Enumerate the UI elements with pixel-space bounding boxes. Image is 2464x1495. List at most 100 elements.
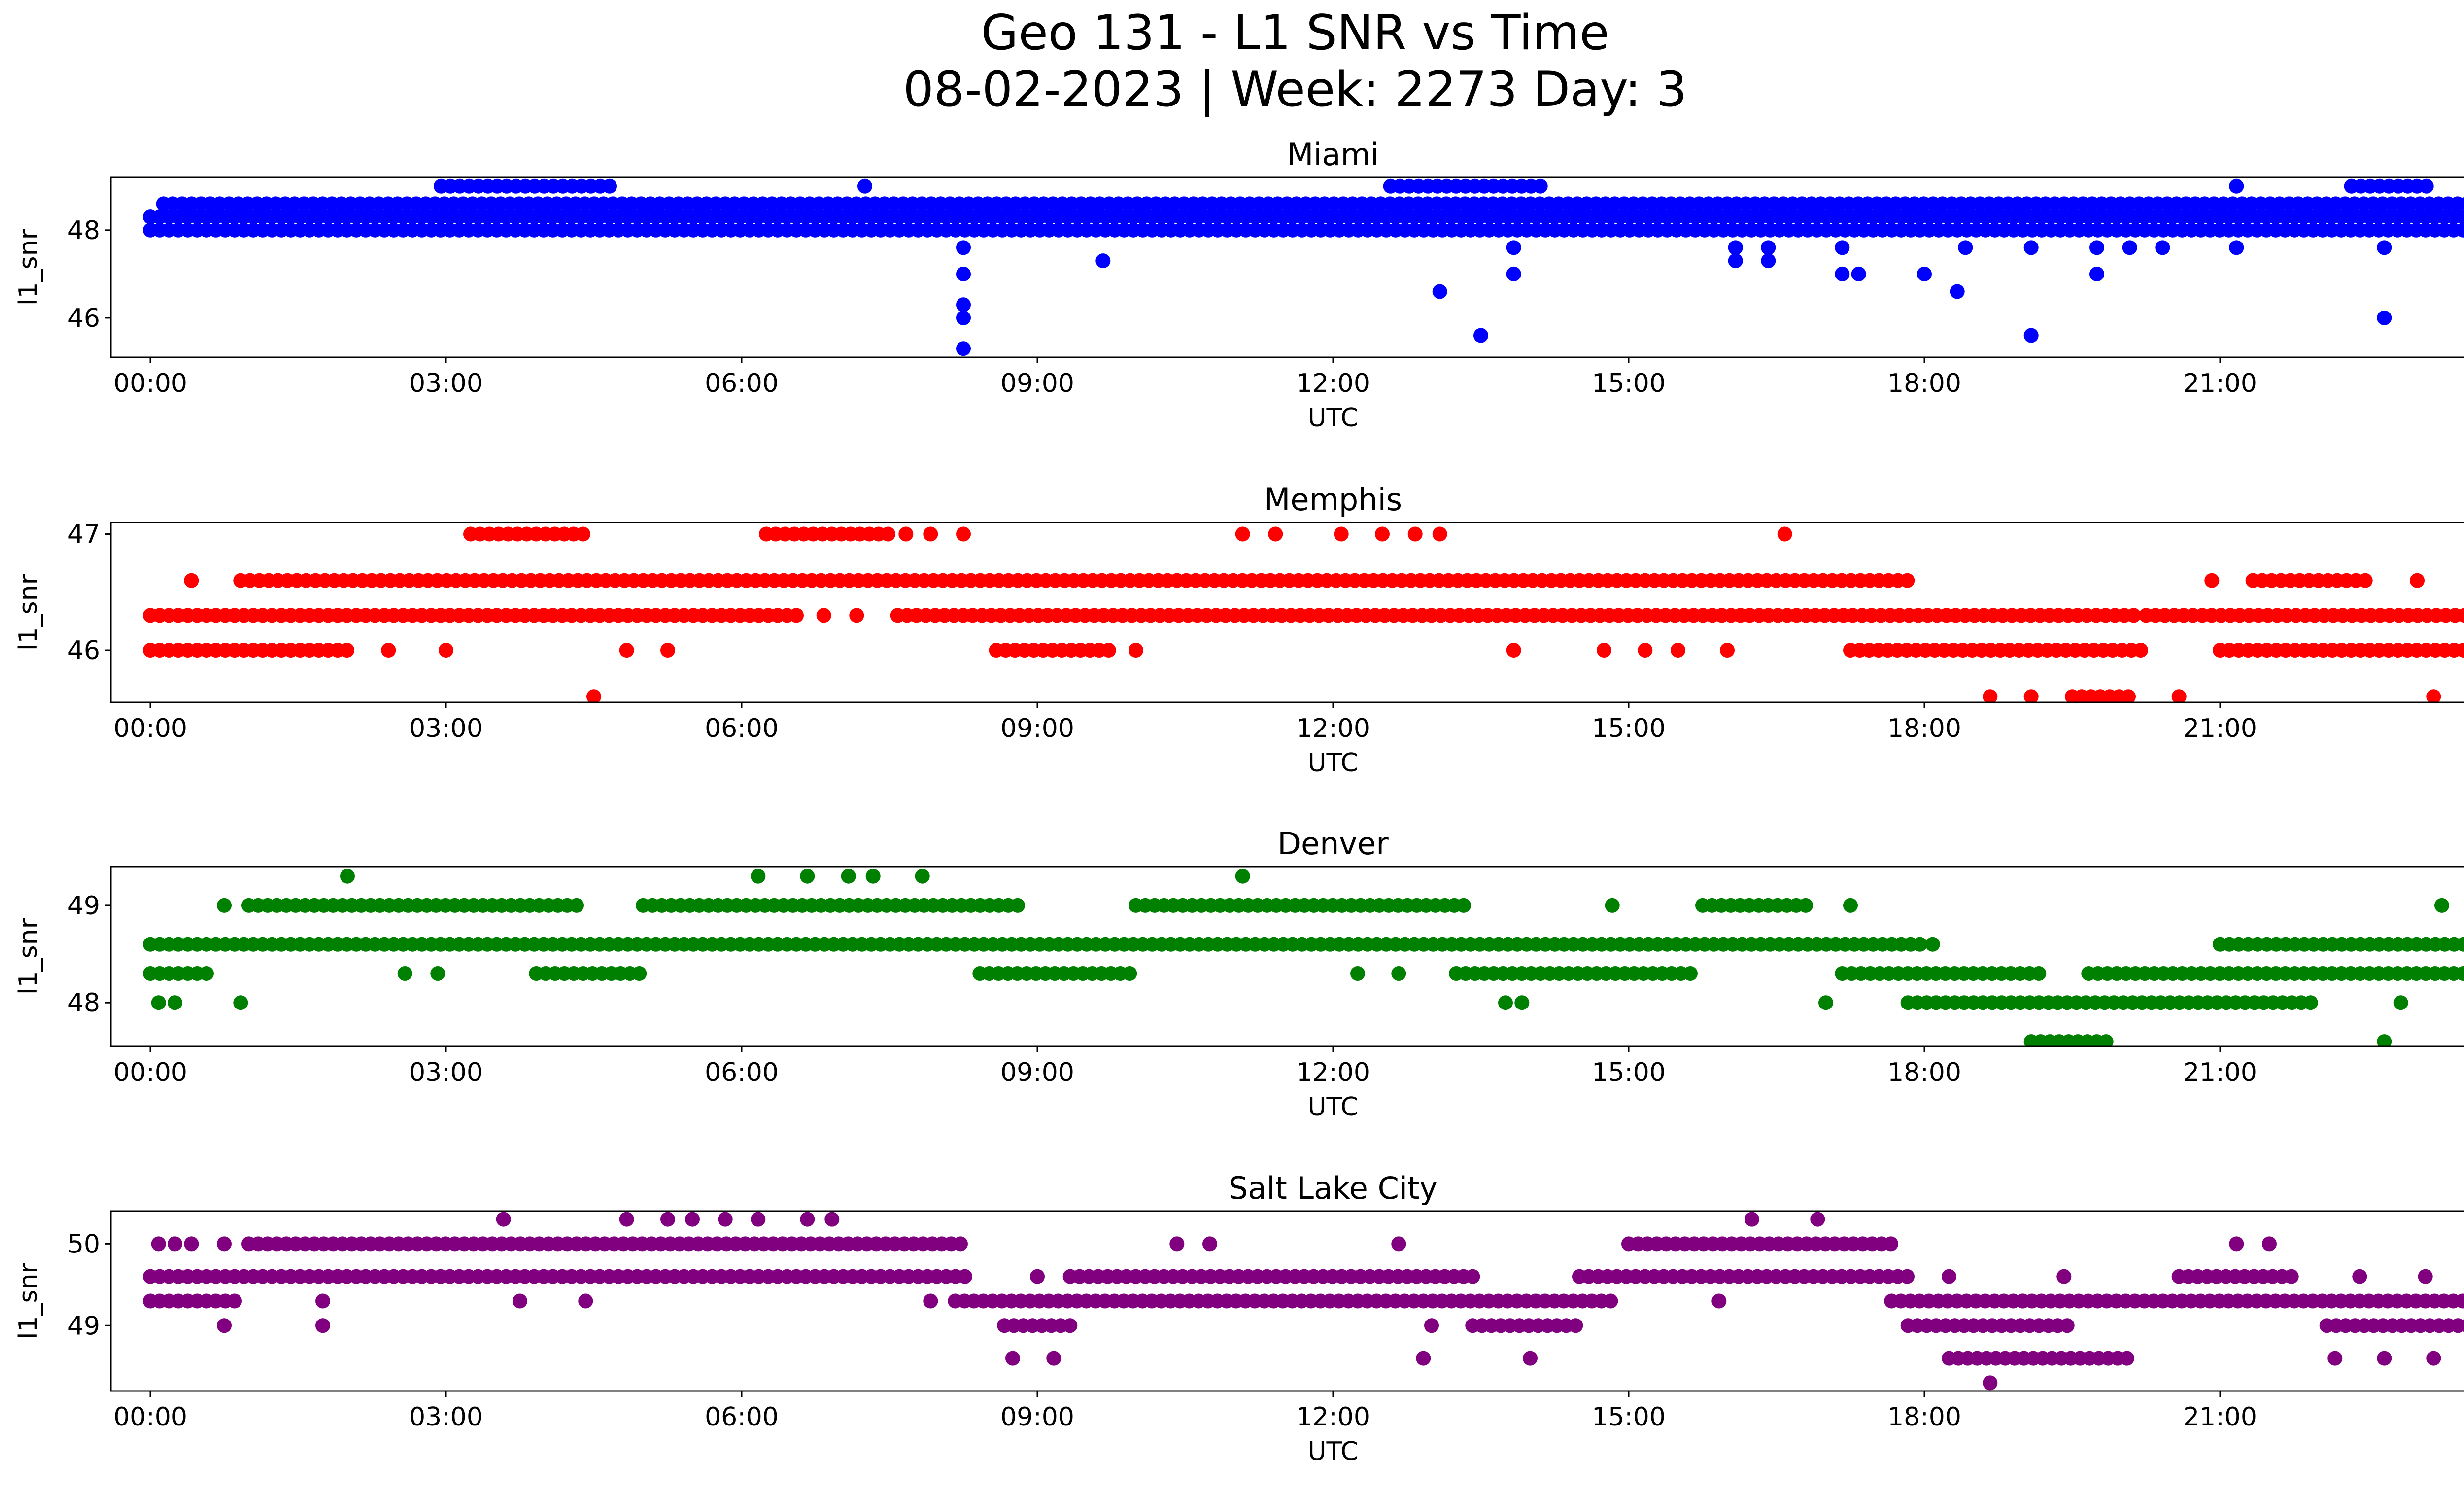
data-point <box>1129 643 1143 658</box>
y-axis-label: l1_snr <box>14 229 43 306</box>
data-point <box>898 526 914 542</box>
y-axis-label: l1_snr <box>14 918 43 995</box>
data-point <box>1350 966 1365 981</box>
x-tick-label: 15:00 <box>1592 369 1666 398</box>
data-point <box>2023 328 2039 343</box>
data-point <box>1523 1351 1538 1366</box>
data-point <box>1761 240 1776 255</box>
data-point <box>2059 1318 2075 1333</box>
data-point <box>1046 1351 1061 1366</box>
data-point <box>1010 898 1025 913</box>
data-point <box>2229 178 2244 194</box>
data-point <box>2377 240 2392 255</box>
data-point <box>1603 1293 1618 1309</box>
y-tick-label: 49 <box>68 1311 100 1341</box>
data-point <box>586 689 601 702</box>
data-point <box>1851 266 1866 281</box>
x-tick-label: 18:00 <box>1887 369 1961 398</box>
data-point <box>956 310 971 325</box>
data-marks <box>143 869 2464 1046</box>
x-tick-label: 06:00 <box>705 1402 779 1432</box>
data-point <box>569 898 584 913</box>
data-point <box>168 995 182 1010</box>
x-axis-label: UTC <box>1307 1092 1358 1122</box>
data-point <box>2120 1351 2134 1366</box>
data-point <box>1101 643 1116 658</box>
y-tick-label: 46 <box>68 636 100 665</box>
subplot-salt-lake-city: Salt Lake City 00:00 03:00 06:00 09:00 12:00 1… <box>14 1170 2464 1466</box>
data-point <box>1913 937 1927 952</box>
data-point <box>2456 209 2464 225</box>
data-point <box>1638 643 1653 658</box>
data-point <box>718 1212 733 1227</box>
data-point <box>1095 253 1111 269</box>
data-point <box>1597 643 1611 658</box>
data-point <box>1798 898 1813 913</box>
x-tick-label: 03:00 <box>409 1402 483 1432</box>
x-tick-label: 12:00 <box>1296 369 1370 398</box>
data-point <box>227 1293 242 1309</box>
x-tick-label: 21:00 <box>2183 1402 2257 1432</box>
x-tick-label: 06:00 <box>705 714 779 743</box>
data-point <box>2460 1319 2464 1332</box>
data-point <box>2122 240 2137 255</box>
data-point <box>2377 1351 2392 1366</box>
x-tick-label: 21:00 <box>2183 369 2257 398</box>
data-point <box>1777 526 1792 542</box>
x-tick-label: 21:00 <box>2183 1058 2257 1087</box>
data-point <box>2327 1351 2343 1366</box>
subplot-miami: Miami 00:00 03:00 06:00 09:00 12:00 15:00 18:00… <box>14 137 2464 433</box>
x-tick-label: 18:00 <box>1887 1058 1961 1087</box>
data-point <box>1958 240 1973 255</box>
data-point <box>1506 266 1521 281</box>
data-point <box>1950 284 1965 299</box>
data-point <box>2426 689 2441 702</box>
data-point <box>660 643 675 658</box>
data-point <box>1407 526 1423 542</box>
data-point <box>2229 240 2244 255</box>
data-point <box>1810 1212 1825 1227</box>
data-point <box>1728 240 1743 255</box>
x-tick-label: 00:00 <box>113 369 187 398</box>
data-point <box>849 608 864 623</box>
data-point <box>2171 689 2187 702</box>
data-point <box>958 1269 972 1284</box>
data-point <box>1514 995 1530 1010</box>
data-point <box>685 1212 700 1227</box>
data-point <box>865 869 881 884</box>
data-point <box>1761 253 1776 269</box>
data-point <box>1235 869 1250 884</box>
data-point <box>2098 1034 2114 1046</box>
x-tick-label: 03:00 <box>409 714 483 743</box>
data-point <box>2456 966 2464 981</box>
data-point <box>1432 284 1447 299</box>
data-point <box>923 526 938 542</box>
data-point <box>1843 898 1858 913</box>
data-point <box>2056 1269 2072 1284</box>
data-point <box>1711 1293 1727 1309</box>
data-point <box>956 240 971 255</box>
data-point <box>2459 197 2464 211</box>
data-point <box>184 1236 199 1252</box>
data-point <box>1835 266 1850 281</box>
data-point <box>315 1318 330 1333</box>
y-tick-label: 47 <box>68 520 100 550</box>
data-point <box>632 966 647 981</box>
data-point <box>397 966 412 981</box>
data-point <box>2023 689 2039 702</box>
data-point <box>151 995 166 1010</box>
x-tick-label: 00:00 <box>113 1058 187 1087</box>
subplot-denver: Denver 00:00 03:00 06:00 09:00 12:00 15:00 18:0… <box>14 826 2464 1122</box>
data-point <box>2284 1269 2299 1284</box>
x-tick-label: 15:00 <box>1592 1402 1666 1432</box>
data-point <box>602 178 617 194</box>
data-point <box>816 608 831 623</box>
data-point <box>1506 240 1521 255</box>
data-point <box>800 869 815 884</box>
data-point <box>2016 1293 2030 1309</box>
data-point <box>2358 573 2373 588</box>
data-point <box>430 966 445 981</box>
figure-title-line2: 08-02-2023 | Week: 2273 Day: 3 <box>903 62 1687 118</box>
subplots: Miami 00:00 03:00 06:00 09:00 12:00 15:00 18:00… <box>14 137 2464 1466</box>
x-tick-label: 00:00 <box>113 714 187 743</box>
